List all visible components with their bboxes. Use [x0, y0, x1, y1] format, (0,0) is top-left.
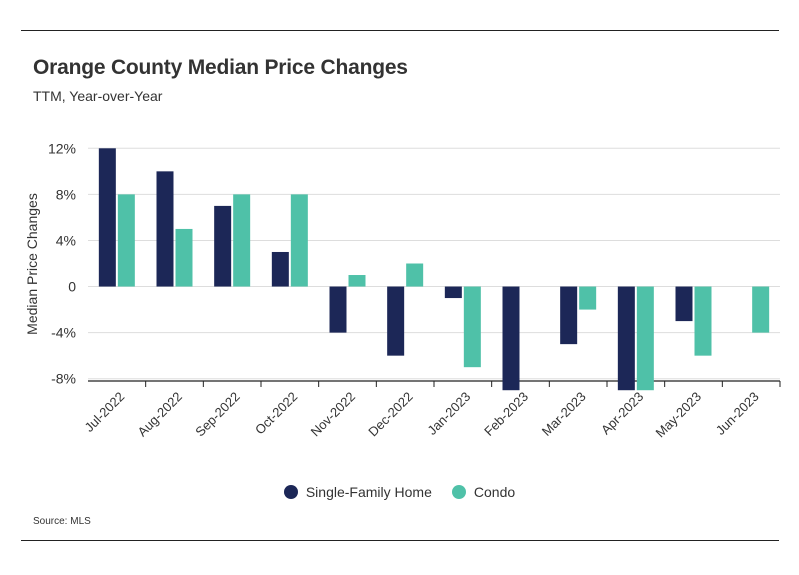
bottom-rule	[21, 540, 779, 541]
bar-condo	[175, 228, 193, 287]
legend-swatch-condo	[451, 485, 466, 499]
bar-condo	[290, 194, 308, 287]
x-tick-label: Jan-2023	[424, 389, 473, 438]
legend: Single-Family Home Condo	[0, 484, 799, 500]
legend-label-condo: Condo	[473, 484, 516, 500]
x-tick-label: Sep-2022	[192, 389, 242, 439]
bar-single-family	[156, 171, 174, 287]
legend-label-single-family: Single-Family Home	[305, 484, 432, 500]
bar-single-family	[617, 286, 635, 391]
bar-condo	[348, 275, 366, 287]
bar-single-family	[675, 286, 693, 322]
legend-item-condo: Condo	[451, 484, 516, 500]
bar-condo	[579, 286, 597, 310]
bar-single-family	[444, 286, 462, 299]
y-tick-label: -4%	[51, 325, 76, 341]
x-tick-label: Mar-2023	[539, 389, 589, 439]
bar-condo	[463, 286, 481, 368]
source-note: Source: MLS	[33, 516, 91, 527]
y-axis-title: Median Price Changes	[24, 193, 40, 335]
x-tick-label: May-2023	[653, 389, 704, 440]
bar-single-family	[502, 286, 520, 391]
bar-condo	[233, 194, 251, 287]
bar-condo	[406, 263, 424, 287]
bar-single-family	[560, 286, 578, 345]
y-tick-label: 4%	[56, 232, 76, 248]
legend-item-single-family: Single-Family Home	[283, 484, 432, 500]
y-tick-label: 0	[68, 279, 76, 295]
bar-single-family	[387, 286, 405, 356]
y-tick-label: 12%	[48, 140, 76, 156]
bar-single-family	[329, 286, 347, 333]
bar-single-family	[214, 205, 232, 287]
x-tick-label: Nov-2022	[308, 389, 358, 439]
y-tick-label: 8%	[56, 186, 76, 202]
x-tick-label: Jun-2023	[713, 389, 762, 438]
chart-title: Orange County Median Price Changes	[33, 56, 408, 79]
x-tick-label: Jul-2022	[82, 389, 128, 435]
bar-condo	[752, 286, 770, 333]
x-tick-label: Dec-2022	[365, 389, 415, 439]
bar-single-family	[271, 251, 289, 287]
x-tick-label: Apr-2023	[598, 389, 646, 437]
bar-single-family	[98, 148, 116, 287]
bar-condo	[117, 194, 135, 287]
bar-condo	[636, 286, 654, 391]
x-tick-label: Feb-2023	[481, 389, 531, 439]
bar-condo	[694, 286, 712, 356]
y-tick-label: -8%	[51, 371, 76, 387]
chart-subtitle: TTM, Year-over-Year	[33, 88, 163, 104]
x-tick-label: Oct-2022	[252, 389, 300, 437]
x-tick-label: Aug-2022	[135, 389, 185, 439]
legend-swatch-single-family	[283, 485, 298, 499]
top-rule	[21, 30, 779, 31]
